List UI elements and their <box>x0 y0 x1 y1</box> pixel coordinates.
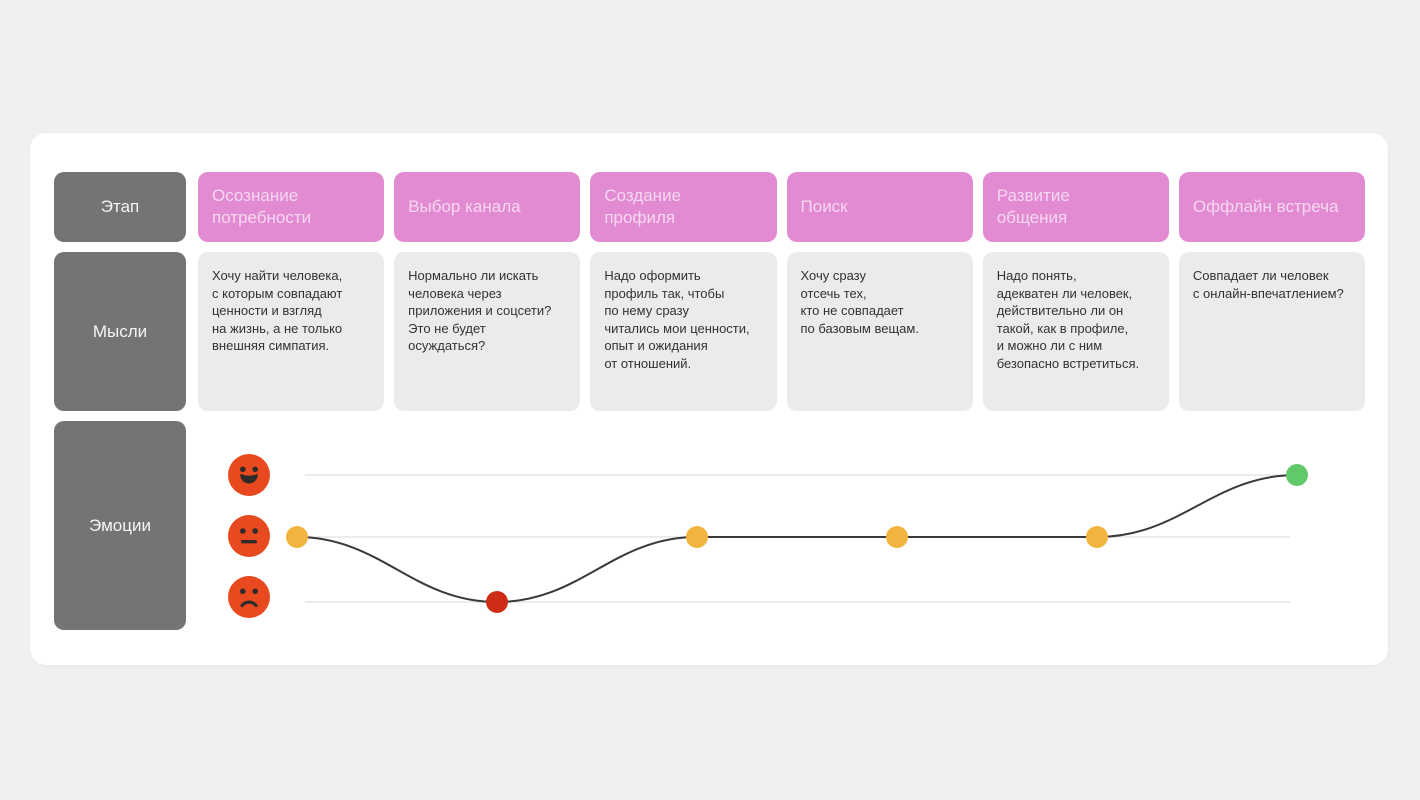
stage-header-search: Поиск <box>786 172 973 242</box>
row-label-thoughts-text: Мысли <box>92 321 148 341</box>
emotion-point <box>1086 526 1108 548</box>
emotion-point <box>886 526 908 548</box>
stage-headers: Осознание потребности Выбор канала Созда… <box>198 172 1366 242</box>
emotion-canvas <box>30 421 1388 630</box>
thought-card-communication: Надо понять, адекватен ли человек, дейст… <box>982 252 1169 411</box>
stage-header-channel: Выбор канала <box>394 172 581 242</box>
stage-header-offline: Оффлайн встреча <box>1178 172 1366 242</box>
thought-card-offline: Совпадает ли человек с онлайн-впечатлени… <box>1178 252 1366 411</box>
stage-row: Этап Осознание потребности Выбор канала … <box>54 172 1366 242</box>
journey-map-card: Этап Осознание потребности Выбор канала … <box>30 133 1388 665</box>
emotion-curve <box>296 474 1298 604</box>
emotion-point <box>1286 464 1308 486</box>
stage-header-awareness: Осознание потребности <box>198 172 385 242</box>
neutral-face-icon <box>228 515 270 557</box>
stage-header-profile: Создание профиля <box>590 172 777 242</box>
sad-face-icon <box>228 576 270 618</box>
row-label-stage-text: Этап <box>100 197 140 216</box>
emotion-point <box>486 591 508 613</box>
emotions-row: Эмоции <box>54 421 1365 630</box>
row-label-emotions-text: Эмоции <box>89 515 151 535</box>
thought-card-profile: Надо оформить профиль так, чтобы по нему… <box>590 252 777 411</box>
row-label-stage: Этап <box>54 172 186 242</box>
happy-face-icon <box>228 454 270 496</box>
thought-card-awareness: Хочу найти человека, с которым совпадают… <box>198 252 385 411</box>
emotion-point <box>286 526 308 548</box>
thought-card-search: Хочу сразу отсечь тех, кто не совпадает … <box>786 252 973 411</box>
thought-card-channel: Нормально ли искать человека через прило… <box>394 252 581 411</box>
emotion-chart <box>286 464 1308 613</box>
thoughts-row: Мысли Хочу найти человека, с которым сов… <box>54 252 1366 411</box>
thought-cards: Хочу найти человека, с которым совпадают… <box>198 252 1366 411</box>
row-label-thoughts: Мысли <box>54 252 186 411</box>
row-label-emotions: Эмоции <box>54 421 186 630</box>
stage-header-communication: Развитие общения <box>982 172 1169 242</box>
emotion-point <box>686 526 708 548</box>
